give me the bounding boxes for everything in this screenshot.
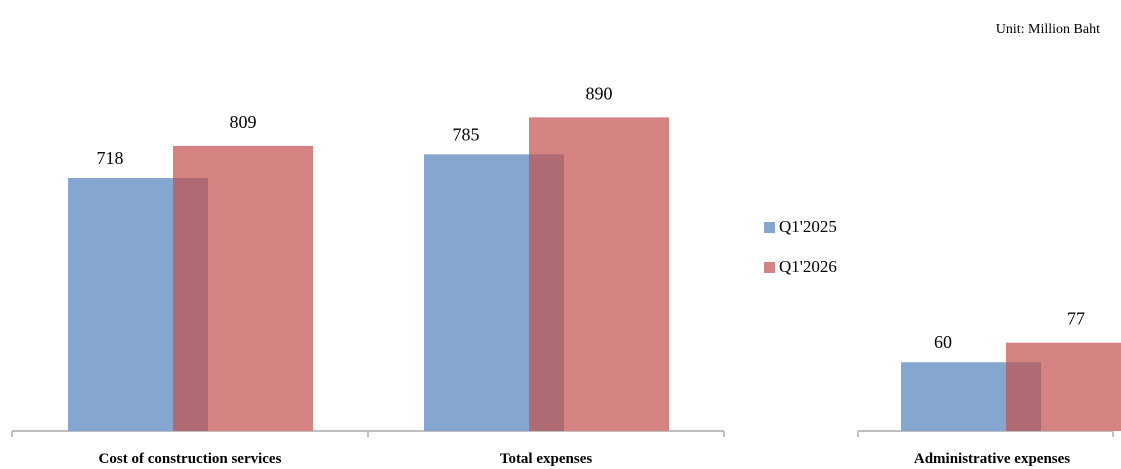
bar-overlap-cost-of-construction-services — [173, 178, 208, 431]
legend-swatch-q1-2026 — [764, 262, 775, 273]
data-label-q1-2025-total-expenses: 785 — [453, 124, 480, 144]
legend-label-q1-2025: Q1'2025 — [779, 217, 837, 237]
unit-label: Unit: Million Baht — [900, 22, 1100, 38]
category-label-cost-of-construction-services: Cost of construction services — [99, 451, 282, 467]
category-label-total-expenses: Total expenses — [500, 451, 593, 467]
bar-overlap-total-expenses — [529, 154, 564, 431]
data-label-q1-2026-administrative-expenses: 77 — [1067, 309, 1085, 329]
legend-item-q1-2026: Q1'2026 — [764, 256, 837, 278]
data-label-q1-2026-cost-of-construction-services: 809 — [230, 112, 257, 132]
data-label-q1-2025-administrative-expenses: 60 — [934, 332, 952, 352]
legend: Q1'2025 Q1'2026 — [764, 216, 837, 296]
category-label-administrative-expenses: Administrative expenses — [914, 451, 1070, 467]
legend-swatch-q1-2025 — [764, 222, 775, 233]
legend-item-q1-2025: Q1'2025 — [764, 216, 837, 238]
data-label-q1-2025-cost-of-construction-services: 718 — [97, 148, 124, 168]
bar-overlap-administrative-expenses — [1006, 362, 1041, 431]
data-label-q1-2026-total-expenses: 890 — [586, 83, 613, 103]
legend-label-q1-2026: Q1'2026 — [779, 257, 837, 277]
